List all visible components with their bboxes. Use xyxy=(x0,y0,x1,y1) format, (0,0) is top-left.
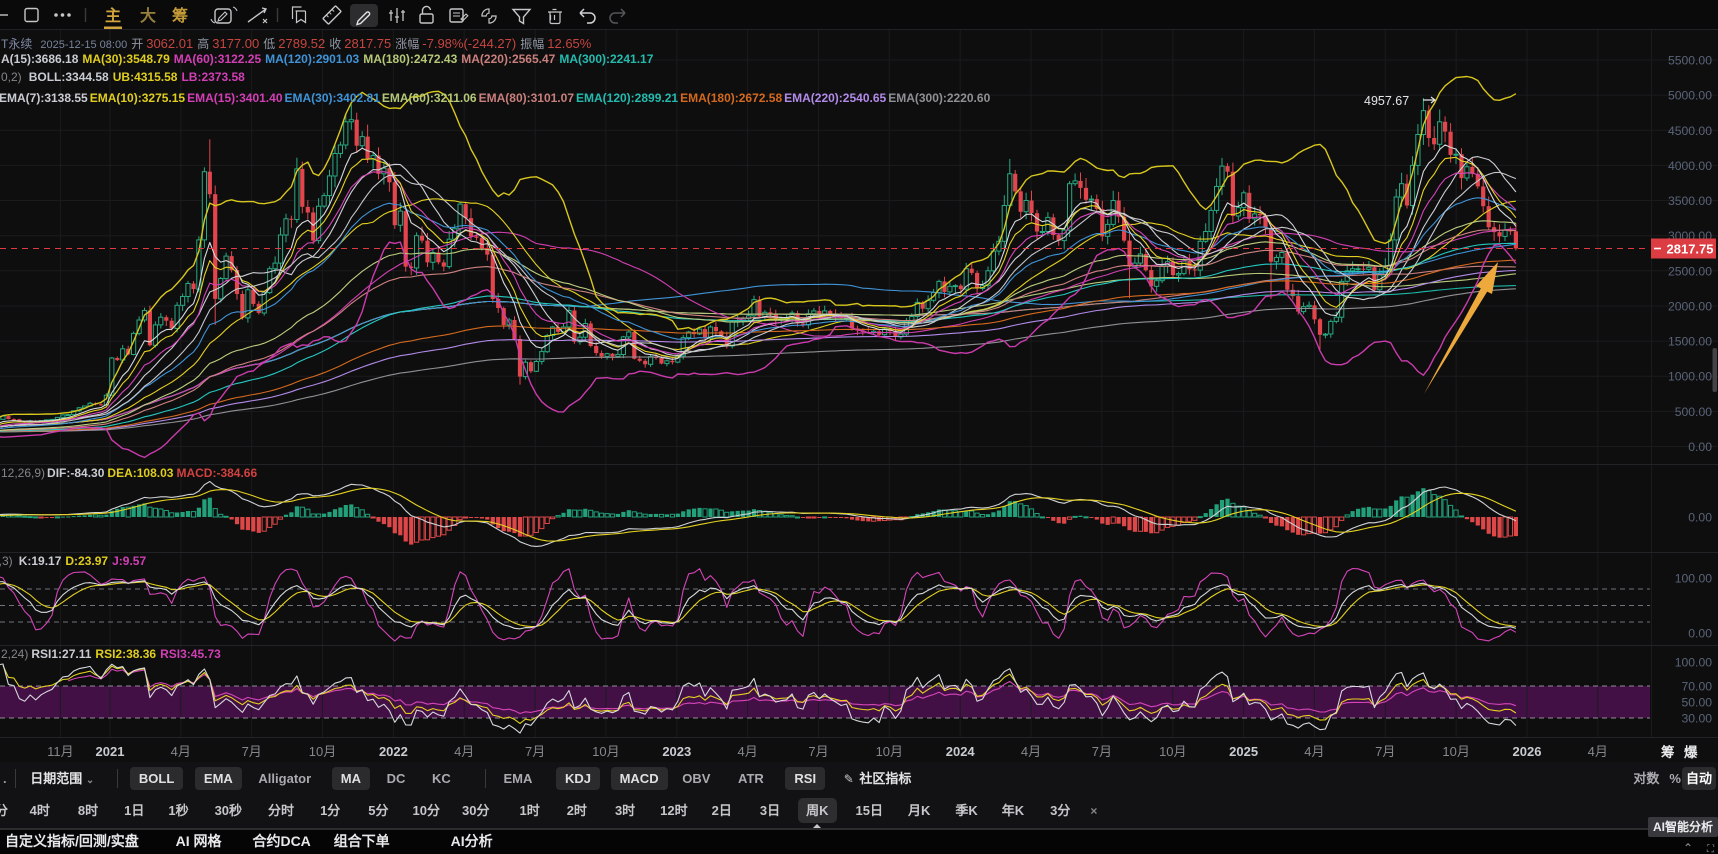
svg-text:2024: 2024 xyxy=(946,744,976,759)
svg-text:5500.00: 5500.00 xyxy=(1668,53,1712,67)
svg-text:10月: 10月 xyxy=(876,744,903,759)
svg-text:7月: 7月 xyxy=(242,744,262,759)
svg-text:筹: 筹 xyxy=(172,6,188,25)
svg-text:10月: 10月 xyxy=(1159,744,1186,759)
svg-text:11月: 11月 xyxy=(47,744,74,759)
svg-text:4月: 4月 xyxy=(737,744,757,759)
svg-text:4月: 4月 xyxy=(454,744,474,759)
svg-text:爆: 爆 xyxy=(1684,744,1698,760)
svg-text:7月: 7月 xyxy=(1092,744,1112,759)
svg-text:100.00: 100.00 xyxy=(1675,572,1712,586)
svg-text:3500.00: 3500.00 xyxy=(1668,194,1712,208)
svg-text:4月: 4月 xyxy=(1021,744,1041,759)
svg-text:10月: 10月 xyxy=(592,744,619,759)
svg-text:2000.00: 2000.00 xyxy=(1668,299,1712,313)
svg-text:0.00: 0.00 xyxy=(1688,627,1712,641)
svg-text:2025: 2025 xyxy=(1229,744,1258,759)
svg-text:筹: 筹 xyxy=(1661,744,1675,760)
svg-text:30.00: 30.00 xyxy=(1682,712,1713,726)
svg-text:4月: 4月 xyxy=(171,744,191,759)
svg-text:10月: 10月 xyxy=(309,744,336,759)
svg-text:7月: 7月 xyxy=(525,744,545,759)
svg-text:2500.00: 2500.00 xyxy=(1668,264,1712,278)
svg-text:70.00: 70.00 xyxy=(1682,680,1713,694)
svg-text:2023: 2023 xyxy=(662,744,691,759)
svg-text:2817.75: 2817.75 xyxy=(1667,242,1714,257)
svg-text:7月: 7月 xyxy=(808,744,828,759)
svg-text:100.00: 100.00 xyxy=(1675,656,1712,670)
svg-text:2022: 2022 xyxy=(379,744,408,759)
svg-text:50.00: 50.00 xyxy=(1682,696,1713,710)
svg-text:7月: 7月 xyxy=(1375,744,1395,759)
svg-text:2021: 2021 xyxy=(96,744,125,759)
svg-text:1000.00: 1000.00 xyxy=(1668,370,1712,384)
svg-text:2026: 2026 xyxy=(1513,744,1542,759)
svg-text:10月: 10月 xyxy=(1442,744,1469,759)
svg-text:0.00: 0.00 xyxy=(1688,511,1712,525)
svg-text:4月: 4月 xyxy=(1588,744,1608,759)
svg-text:500.00: 500.00 xyxy=(1675,405,1712,419)
svg-text:0.00: 0.00 xyxy=(1688,440,1712,454)
svg-text:大: 大 xyxy=(140,6,156,25)
svg-text:4000.00: 4000.00 xyxy=(1668,159,1712,173)
svg-text:4957.67: 4957.67 xyxy=(1364,94,1409,108)
svg-text:1500.00: 1500.00 xyxy=(1668,335,1712,349)
svg-text:4500.00: 4500.00 xyxy=(1668,124,1712,138)
svg-text:主: 主 xyxy=(105,6,121,25)
svg-text:4月: 4月 xyxy=(1304,744,1324,759)
svg-text:5000.00: 5000.00 xyxy=(1668,89,1712,103)
